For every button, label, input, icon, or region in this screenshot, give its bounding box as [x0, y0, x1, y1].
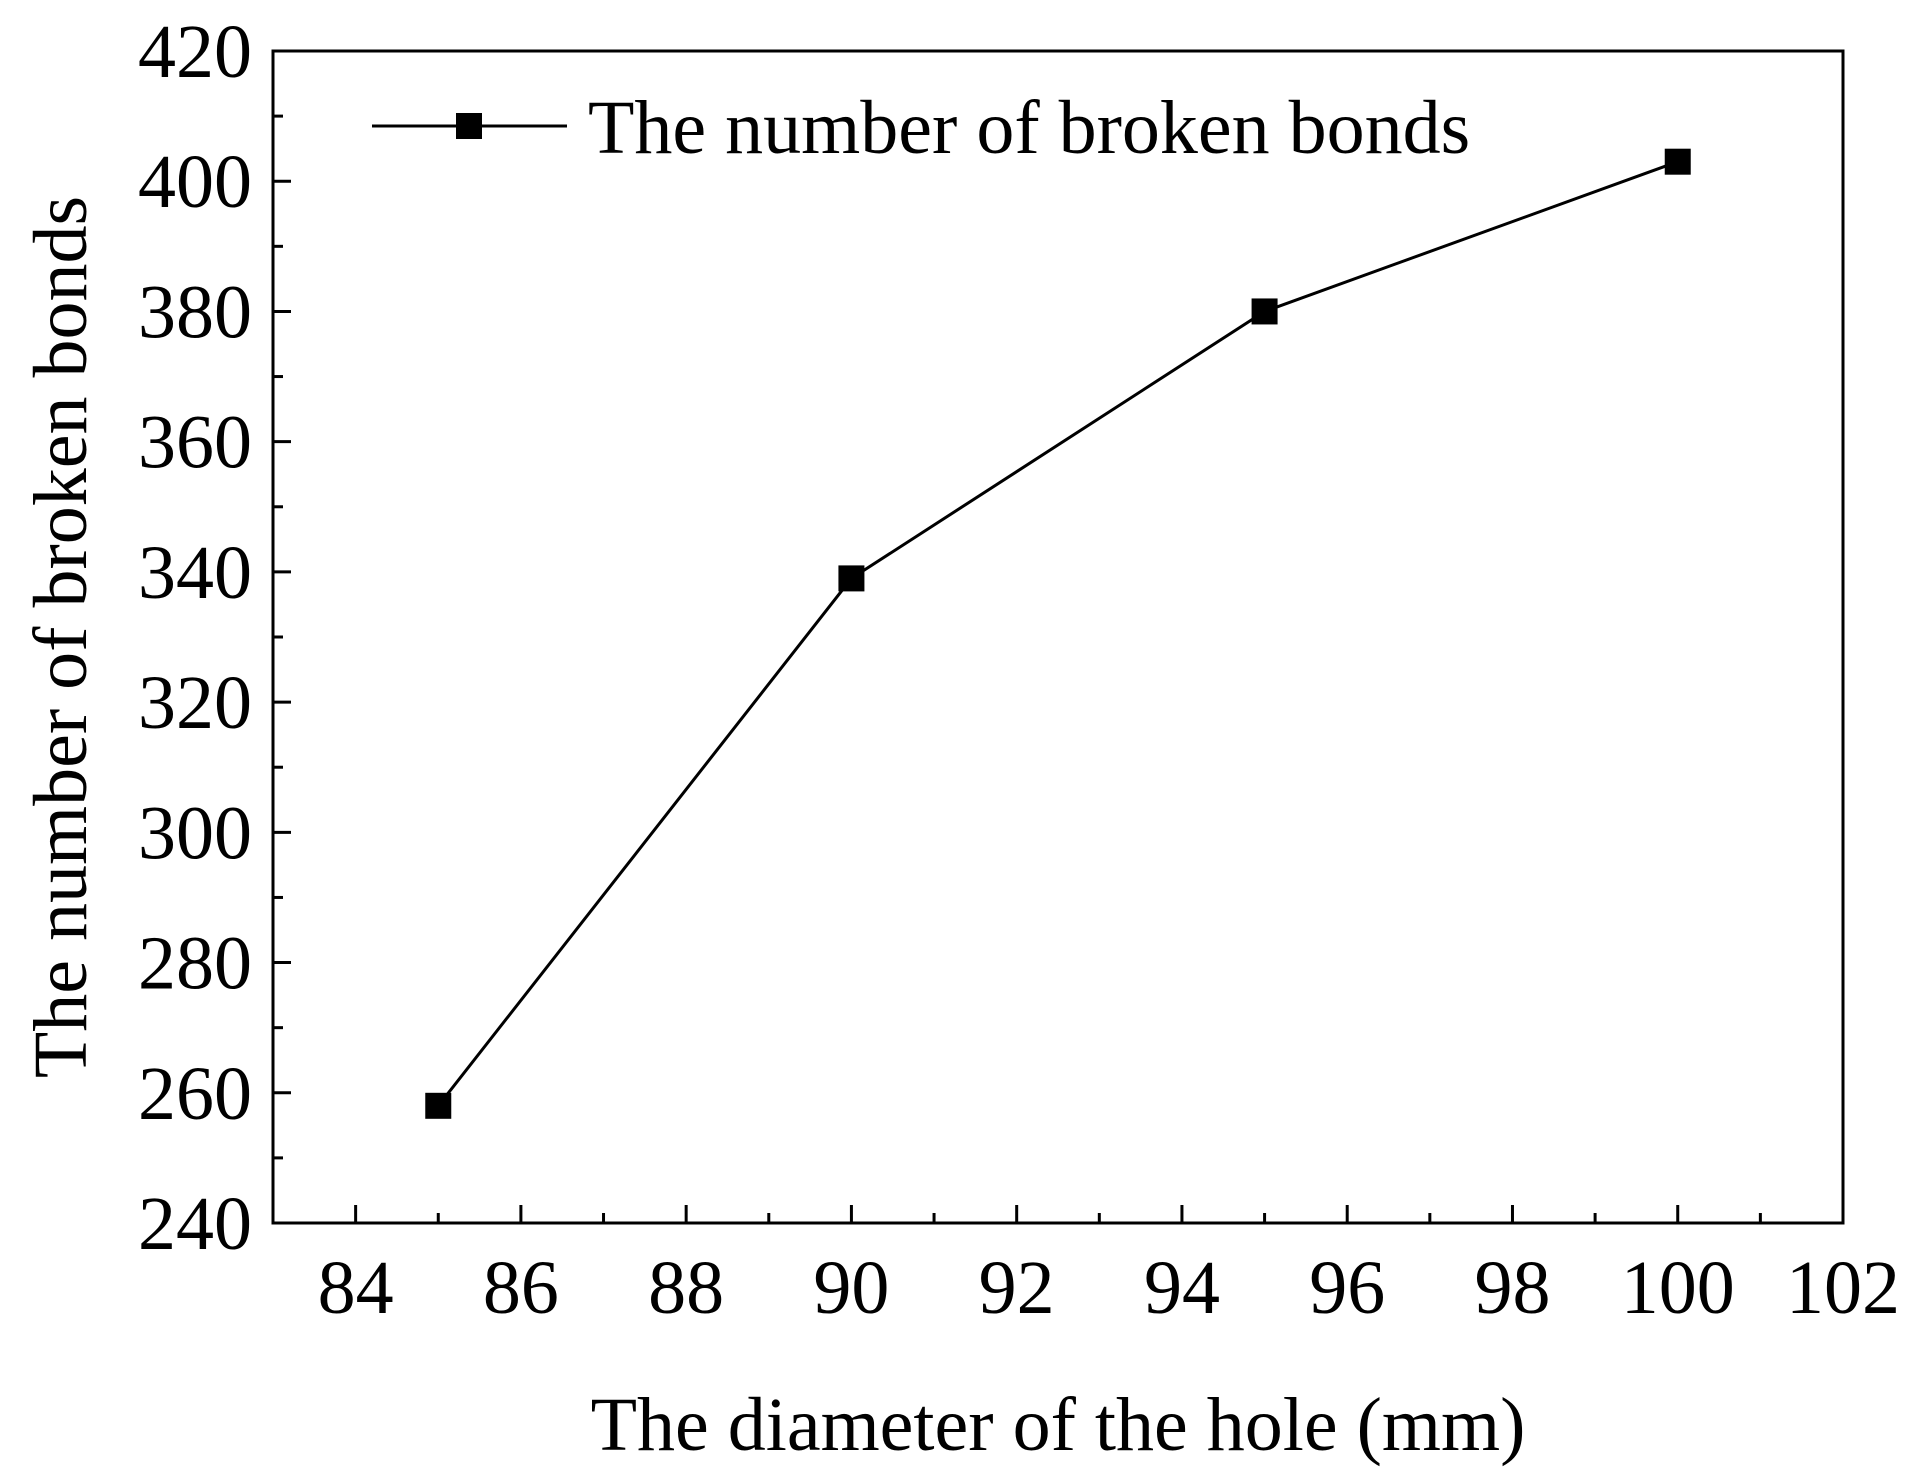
x-tick-label: 96 [1309, 1246, 1385, 1330]
y-tick-label: 400 [138, 140, 252, 224]
plot-frame [271, 49, 1845, 1225]
y-tick-label: 420 [138, 10, 252, 94]
legend-square-marker [456, 113, 482, 139]
y-tick-labels: 240 260 280 300 320 340 360 380 400 420 [138, 10, 252, 1266]
x-tick-label: 90 [813, 1246, 889, 1330]
x-tick-label: 102 [1786, 1246, 1900, 1330]
y-tick-label: 380 [138, 270, 252, 354]
minor-ticks [271, 114, 1762, 1223]
y-tick-label: 300 [138, 791, 252, 875]
y-tick-label: 320 [138, 661, 252, 745]
x-tick-label: 86 [483, 1246, 559, 1330]
y-tick-label: 240 [138, 1182, 252, 1266]
x-tick-label: 94 [1144, 1246, 1220, 1330]
x-axis-title: The diameter of the hole (mm) [591, 1383, 1526, 1467]
series-layer [425, 148, 1691, 1119]
series-line [437, 160, 1679, 1107]
x-tick-label: 100 [1621, 1246, 1735, 1330]
legend-label: The number of broken bonds [588, 86, 1470, 170]
major-ticks [273, 49, 1845, 1225]
y-tick-label: 280 [138, 922, 252, 1006]
data-point-marker [838, 565, 865, 592]
y-axis-title: The number of broken bonds [19, 196, 103, 1078]
x-tick-label: 84 [318, 1246, 394, 1330]
legend: The number of broken bonds [372, 86, 1470, 170]
x-tick-label: 92 [979, 1246, 1055, 1330]
data-point-marker [1251, 298, 1278, 325]
y-tick-label: 260 [138, 1052, 252, 1136]
x-tick-label: 98 [1474, 1246, 1550, 1330]
data-point-marker [425, 1092, 452, 1119]
x-tick-label: 88 [648, 1246, 724, 1330]
x-tick-labels: 84 86 88 90 92 94 96 98 100 102 [318, 1246, 1900, 1330]
data-point-marker [1664, 148, 1691, 175]
y-tick-label: 340 [138, 531, 252, 615]
y-tick-label: 360 [138, 401, 252, 485]
